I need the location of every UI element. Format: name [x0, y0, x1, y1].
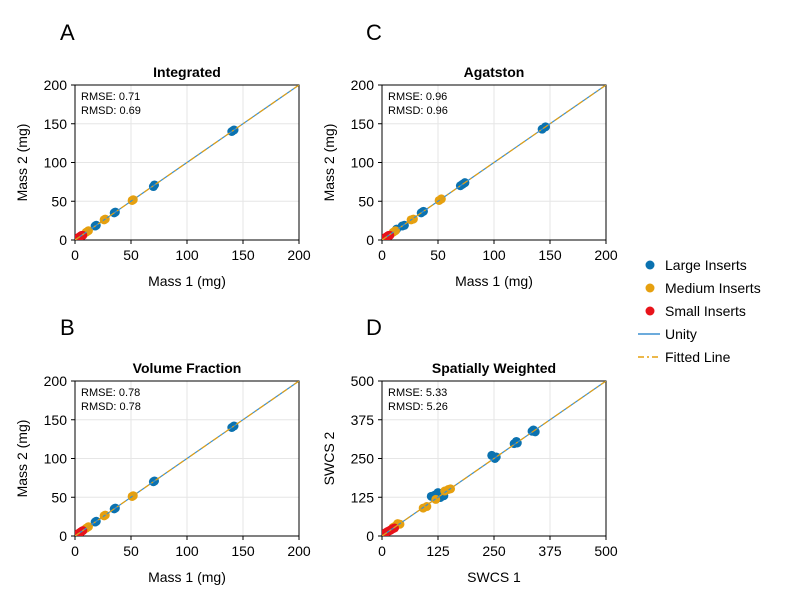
x-tick-label: 250 — [482, 543, 506, 559]
y-tick-label: 0 — [59, 528, 67, 544]
x-tick-label: 0 — [378, 543, 386, 559]
x-tick-label: 125 — [426, 543, 450, 559]
panel-D: D Spatially Weighted 0 125 250 375 500 0 125 250 3… — [321, 315, 618, 585]
panel-title: Volume Fraction — [133, 360, 242, 376]
legend-entry-large: Large Inserts — [645, 257, 747, 273]
legend-entry-unity: Unity — [638, 326, 697, 342]
fitted-line — [382, 85, 606, 240]
y-tick-label: 375 — [351, 412, 375, 428]
y-tick-label: 100 — [351, 155, 375, 171]
legend-marker — [645, 306, 655, 316]
legend-label: Fitted Line — [665, 349, 731, 365]
legend-entry-medium: Medium Inserts — [645, 280, 761, 296]
legend-marker — [645, 260, 655, 270]
plot-area — [382, 85, 606, 240]
legend-label: Large Inserts — [665, 257, 747, 273]
legend-label: Small Inserts — [665, 303, 746, 319]
plot-area — [75, 85, 299, 240]
x-tick-label: 200 — [594, 247, 618, 263]
x-tick-label: 50 — [123, 543, 139, 559]
stat-text: RMSD: 5.26 — [388, 401, 448, 413]
y-tick-label: 500 — [351, 373, 375, 389]
x-tick-label: 150 — [231, 543, 255, 559]
y-tick-label: 100 — [44, 155, 68, 171]
plot-area — [75, 381, 299, 536]
x-tick-label: 0 — [71, 543, 79, 559]
y-tick-label: 150 — [44, 116, 68, 132]
y-axis-label: Mass 2 (mg) — [14, 420, 30, 498]
panel-letter: C — [366, 20, 382, 45]
stat-text: RMSD: 0.96 — [388, 105, 448, 117]
stat-text: RMSD: 0.78 — [81, 401, 141, 413]
y-tick-label: 0 — [366, 232, 374, 248]
legend-entry-fitted: Fitted Line — [638, 349, 731, 365]
panel-title: Integrated — [153, 64, 221, 80]
y-tick-label: 50 — [51, 193, 67, 209]
legend-label: Medium Inserts — [665, 280, 761, 296]
x-tick-label: 100 — [175, 247, 199, 263]
x-tick-label: 150 — [538, 247, 562, 263]
y-tick-label: 200 — [351, 77, 375, 93]
panel-title: Spatially Weighted — [432, 360, 556, 376]
stat-text: RMSE: 5.33 — [388, 387, 447, 399]
x-tick-label: 0 — [71, 247, 79, 263]
panel-A: A Integrated 0 50 100 150 200 0 50 100 150 200 Mass … — [14, 20, 311, 289]
x-tick-label: 200 — [287, 543, 311, 559]
stat-text: RMSD: 0.69 — [81, 105, 141, 117]
x-tick-label: 50 — [123, 247, 139, 263]
legend-marker — [645, 283, 655, 293]
panel-letter: D — [366, 315, 382, 340]
panel-letter: A — [60, 20, 75, 45]
stat-text: RMSE: 0.71 — [81, 91, 140, 103]
y-tick-label: 100 — [44, 451, 68, 467]
stat-text: RMSE: 0.78 — [81, 387, 140, 399]
panel-title: Agatston — [464, 64, 525, 80]
y-tick-label: 150 — [351, 116, 375, 132]
x-axis-label: Mass 1 (mg) — [455, 273, 533, 289]
y-axis-label: SWCS 2 — [321, 431, 337, 485]
y-tick-label: 200 — [44, 373, 68, 389]
legend-entry-small: Small Inserts — [645, 303, 746, 319]
x-axis-label: SWCS 1 — [467, 569, 521, 585]
data-point-large — [530, 427, 540, 437]
y-tick-label: 250 — [351, 451, 375, 467]
x-axis-label: Mass 1 (mg) — [148, 273, 226, 289]
legend-label: Unity — [665, 326, 697, 342]
fitted-line — [75, 381, 299, 536]
stat-text: RMSE: 0.96 — [388, 91, 447, 103]
data-point-medium — [422, 502, 432, 512]
y-axis-label: Mass 2 (mg) — [321, 124, 337, 202]
fitted-line — [75, 85, 299, 240]
y-tick-label: 50 — [358, 193, 374, 209]
x-tick-label: 100 — [175, 543, 199, 559]
legend: Large Inserts Medium Inserts Small Inserts… — [638, 257, 761, 365]
panel-B: B Volume Fraction 0 50 100 150 200 0 50 100 150 200… — [14, 315, 311, 585]
y-tick-label: 0 — [366, 528, 374, 544]
x-tick-label: 150 — [231, 247, 255, 263]
y-tick-label: 0 — [59, 232, 67, 248]
y-axis-label: Mass 2 (mg) — [14, 124, 30, 202]
x-axis-label: Mass 1 (mg) — [148, 569, 226, 585]
panel-letter: B — [60, 315, 75, 340]
x-tick-label: 200 — [287, 247, 311, 263]
fitted-line — [382, 381, 606, 536]
panel-C: C Agatston 0 50 100 150 200 0 50 100 150 200 Mass 1 … — [321, 20, 618, 289]
x-tick-label: 100 — [482, 247, 506, 263]
x-tick-label: 50 — [430, 247, 446, 263]
x-tick-label: 500 — [594, 543, 618, 559]
y-tick-label: 200 — [44, 77, 68, 93]
y-tick-label: 125 — [351, 489, 375, 505]
x-tick-label: 375 — [538, 543, 562, 559]
y-tick-label: 50 — [51, 489, 67, 505]
plot-area — [382, 381, 606, 536]
x-tick-label: 0 — [378, 247, 386, 263]
y-tick-label: 150 — [44, 412, 68, 428]
